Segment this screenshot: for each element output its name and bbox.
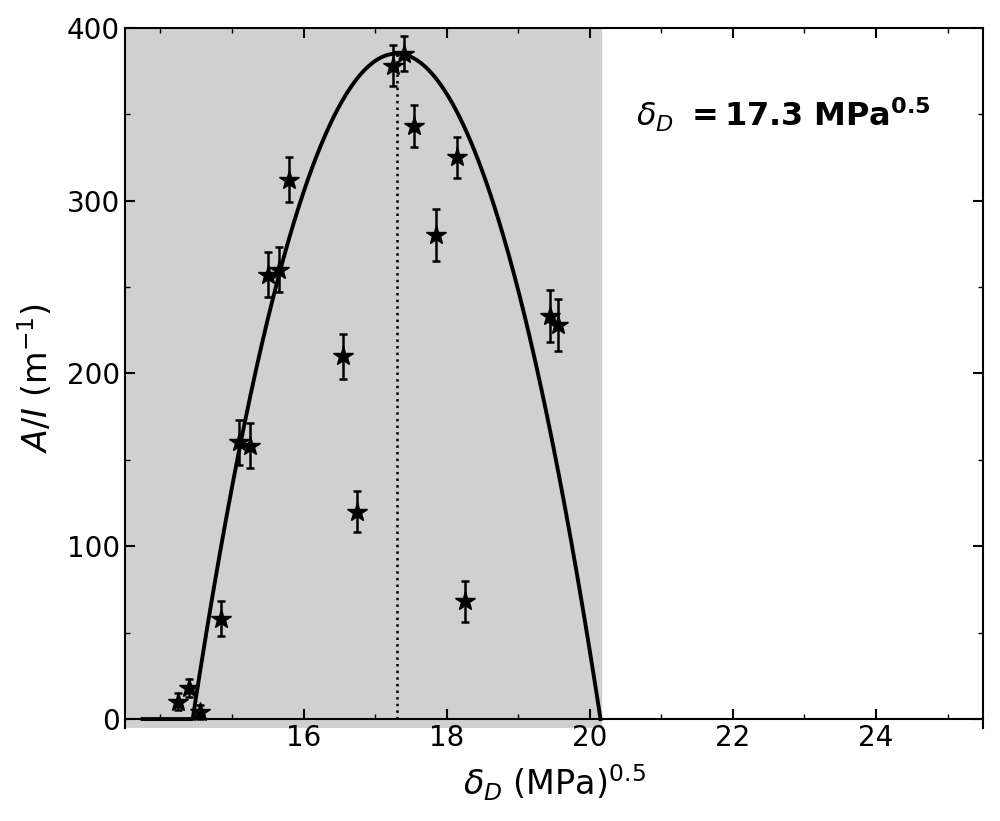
Text: $\boldsymbol{\delta_D}$ $\mathbf{= 17.3\ MPa^{0.5}}$: $\boldsymbol{\delta_D}$ $\mathbf{= 17.3\… (636, 96, 930, 134)
Y-axis label: $A/I$ (m$^{-1}$): $A/I$ (m$^{-1}$) (17, 303, 55, 452)
X-axis label: $\delta_{D}$ (MPa)$^{0.5}$: $\delta_{D}$ (MPa)$^{0.5}$ (463, 763, 645, 804)
Bar (125, 28, 601, 727)
